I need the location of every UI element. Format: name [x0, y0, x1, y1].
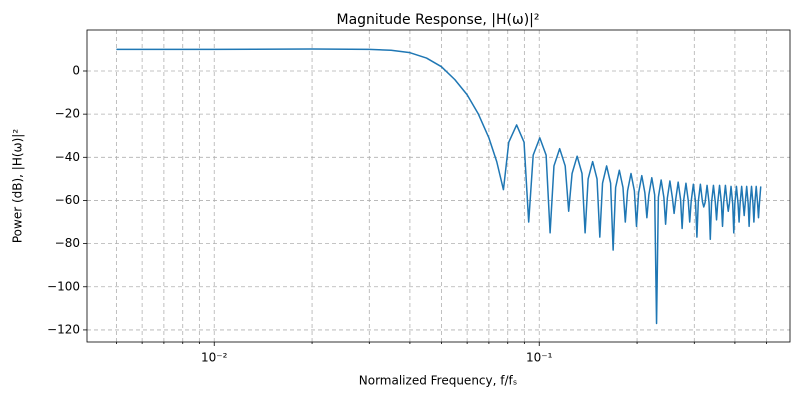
plot-frame: [86, 29, 791, 343]
y-tick-label: −60: [55, 193, 80, 207]
x-tick-label: 10⁻²: [201, 351, 228, 365]
y-tick-label: 0: [72, 63, 80, 77]
y-tick-label: −20: [55, 107, 80, 121]
chart-title: Magnitude Response, |H(ω)|²: [337, 12, 540, 28]
y-tick-label: −40: [55, 150, 80, 164]
y-tick-label: −80: [55, 236, 80, 250]
x-tick-label: 10⁻¹: [526, 351, 553, 365]
y-tick-label: −120: [47, 322, 80, 336]
line-series: [116, 48, 762, 325]
y-tick-label: −100: [47, 279, 80, 293]
x-axis-label: Normalized Frequency, f/fₛ: [359, 374, 517, 388]
y-axis-label: Power (dB), |H(ω)|²: [11, 129, 25, 243]
